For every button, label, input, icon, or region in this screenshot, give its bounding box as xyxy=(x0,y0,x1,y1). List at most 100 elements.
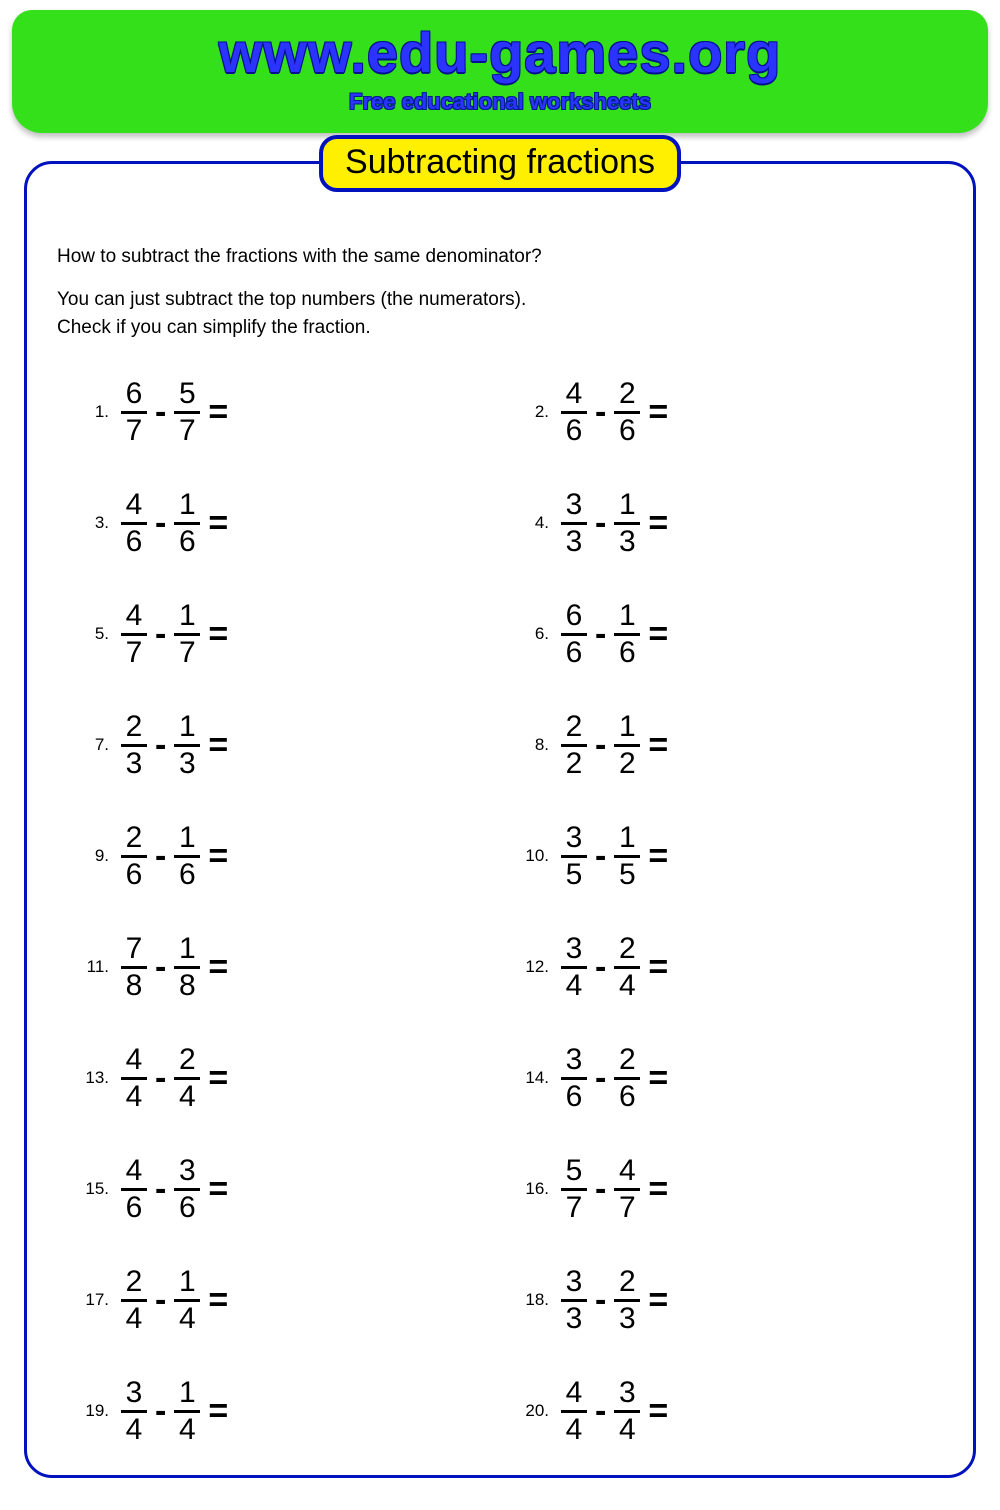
fraction-a: 78 xyxy=(121,934,147,1001)
fraction-a: 26 xyxy=(121,823,147,890)
minus-operator: - xyxy=(595,839,606,873)
fraction-b: 17 xyxy=(174,601,200,668)
numerator: 2 xyxy=(615,1267,640,1297)
equals-operator: = xyxy=(648,617,668,651)
minus-operator: - xyxy=(595,395,606,429)
numerator: 5 xyxy=(562,1156,587,1186)
minus-operator: - xyxy=(595,1172,606,1206)
denominator: 6 xyxy=(615,1082,640,1112)
denominator: 8 xyxy=(175,971,200,1001)
fraction-a: 24 xyxy=(121,1267,147,1334)
fraction-a: 22 xyxy=(561,712,587,779)
numerator: 1 xyxy=(615,823,640,853)
problem-number: 11. xyxy=(75,957,109,977)
numerator: 1 xyxy=(175,934,200,964)
equals-operator: = xyxy=(208,728,228,762)
numerator: 4 xyxy=(562,379,587,409)
denominator: 7 xyxy=(175,416,200,446)
site-header: www.edu-games.org Free educational works… xyxy=(12,10,988,133)
fraction-a: 34 xyxy=(561,934,587,1001)
fraction-b: 16 xyxy=(614,601,640,668)
expression: 44-24= xyxy=(121,1045,236,1112)
problem-number: 2. xyxy=(515,402,549,422)
fraction-a: 57 xyxy=(561,1156,587,1223)
problem-number: 3. xyxy=(75,513,109,533)
numerator: 6 xyxy=(122,379,147,409)
expression: 47-17= xyxy=(121,601,236,668)
denominator: 4 xyxy=(562,971,587,1001)
denominator: 7 xyxy=(615,1193,640,1223)
numerator: 3 xyxy=(562,823,587,853)
numerator: 3 xyxy=(562,1267,587,1297)
expression: 23-13= xyxy=(121,712,236,779)
problem-number: 16. xyxy=(515,1179,549,1199)
expression: 66-16= xyxy=(561,601,676,668)
fraction-b: 15 xyxy=(614,823,640,890)
minus-operator: - xyxy=(595,728,606,762)
expression: 34-14= xyxy=(121,1378,236,1445)
problem-number: 13. xyxy=(75,1068,109,1088)
numerator: 1 xyxy=(175,490,200,520)
problem-row: 3.46-16= xyxy=(75,490,485,557)
denominator: 4 xyxy=(122,1082,147,1112)
denominator: 6 xyxy=(122,1193,147,1223)
denominator: 3 xyxy=(122,749,147,779)
problem-row: 9.26-16= xyxy=(75,823,485,890)
fraction-b: 16 xyxy=(174,490,200,557)
minus-operator: - xyxy=(155,506,166,540)
denominator: 4 xyxy=(175,1415,200,1445)
numerator: 2 xyxy=(122,712,147,742)
fraction-a: 46 xyxy=(121,490,147,557)
fraction-b: 26 xyxy=(614,379,640,446)
site-title: www.edu-games.org xyxy=(12,24,988,83)
problems-grid: 1.67-57=2.46-26=3.46-16=4.33-13=5.47-17=… xyxy=(57,379,943,1445)
numerator: 2 xyxy=(562,712,587,742)
expression: 26-16= xyxy=(121,823,236,890)
fraction-b: 12 xyxy=(614,712,640,779)
problem-number: 8. xyxy=(515,735,549,755)
denominator: 6 xyxy=(122,527,147,557)
problem-row: 6.66-16= xyxy=(515,601,925,668)
expression: 46-26= xyxy=(561,379,676,446)
numerator: 1 xyxy=(175,1378,200,1408)
denominator: 6 xyxy=(122,860,147,890)
problem-number: 20. xyxy=(515,1401,549,1421)
numerator: 3 xyxy=(615,1378,640,1408)
equals-operator: = xyxy=(648,728,668,762)
numerator: 2 xyxy=(175,1045,200,1075)
numerator: 6 xyxy=(562,601,587,631)
minus-operator: - xyxy=(155,839,166,873)
denominator: 6 xyxy=(562,638,587,668)
equals-operator: = xyxy=(208,617,228,651)
problem-number: 6. xyxy=(515,624,549,644)
fraction-b: 26 xyxy=(614,1045,640,1112)
denominator: 3 xyxy=(562,527,587,557)
denominator: 7 xyxy=(562,1193,587,1223)
instruction-line-2: You can just subtract the top numbers (t… xyxy=(57,287,943,313)
fraction-a: 66 xyxy=(561,601,587,668)
minus-operator: - xyxy=(155,617,166,651)
denominator: 3 xyxy=(562,1304,587,1334)
denominator: 6 xyxy=(175,1193,200,1223)
problem-row: 10.35-15= xyxy=(515,823,925,890)
worksheet-sheet: How to subtract the fractions with the s… xyxy=(24,161,976,1478)
denominator: 4 xyxy=(122,1415,147,1445)
minus-operator: - xyxy=(155,950,166,984)
numerator: 2 xyxy=(122,823,147,853)
fraction-a: 33 xyxy=(561,490,587,557)
equals-operator: = xyxy=(208,1283,228,1317)
equals-operator: = xyxy=(648,1172,668,1206)
minus-operator: - xyxy=(595,617,606,651)
problem-number: 12. xyxy=(515,957,549,977)
equals-operator: = xyxy=(648,506,668,540)
denominator: 6 xyxy=(175,527,200,557)
numerator: 3 xyxy=(562,934,587,964)
expression: 44-34= xyxy=(561,1378,676,1445)
problem-row: 19.34-14= xyxy=(75,1378,485,1445)
equals-operator: = xyxy=(648,950,668,984)
equals-operator: = xyxy=(648,395,668,429)
equals-operator: = xyxy=(208,839,228,873)
problem-row: 20. 44-34= xyxy=(515,1378,925,1445)
problem-row: 5.47-17= xyxy=(75,601,485,668)
fraction-b: 34 xyxy=(614,1378,640,1445)
